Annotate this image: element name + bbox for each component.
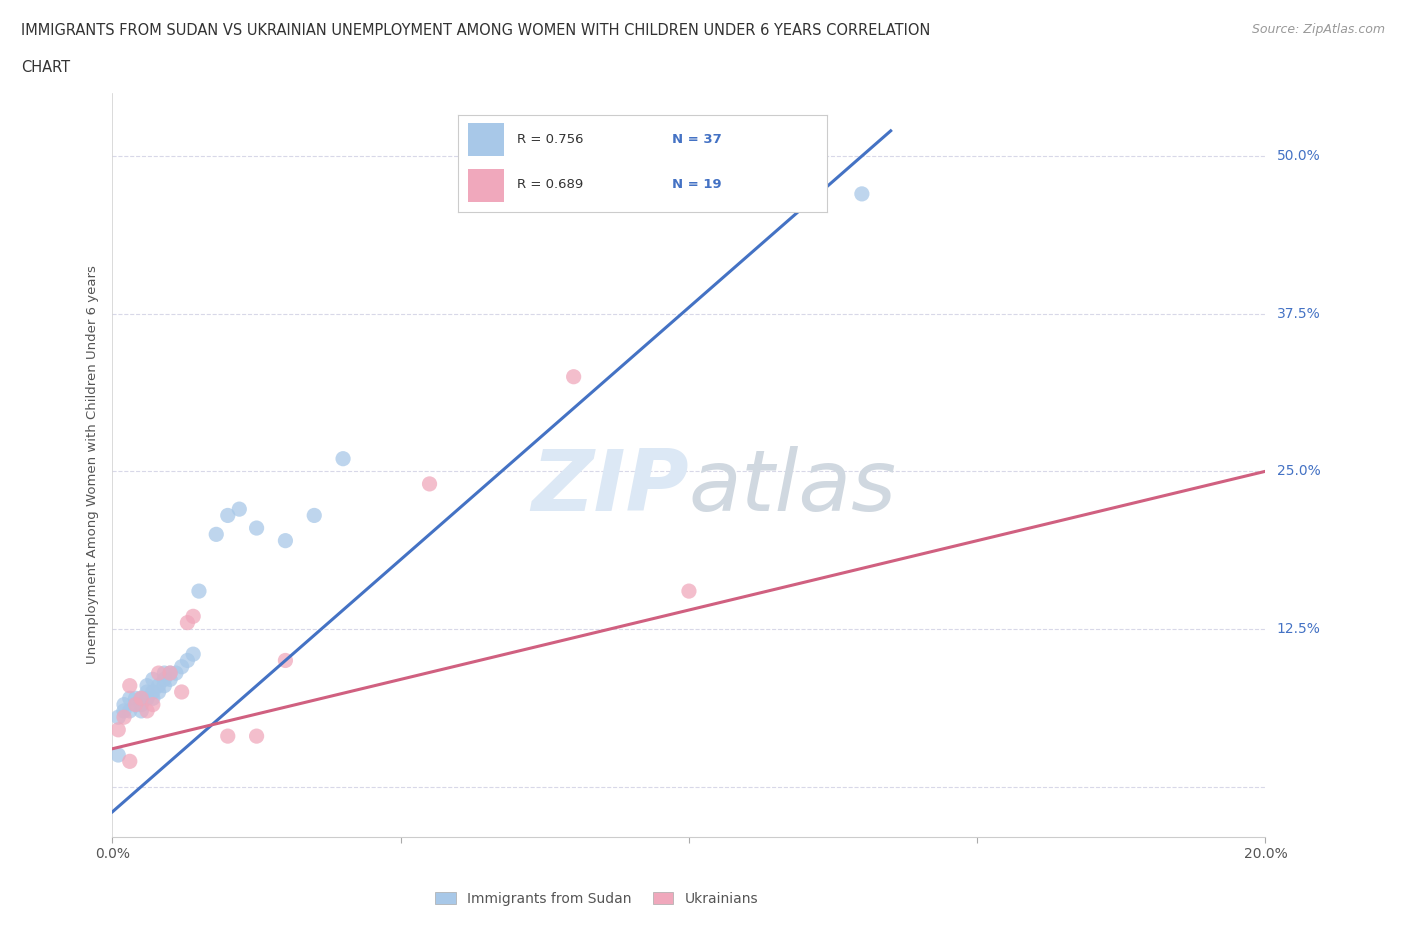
Point <box>153 672 176 687</box>
Point <box>142 698 165 712</box>
Text: 25.0%: 25.0% <box>1277 464 1320 478</box>
Point <box>165 666 187 681</box>
Text: CHART: CHART <box>21 60 70 75</box>
Point <box>112 703 135 718</box>
Point <box>107 710 129 724</box>
Point <box>332 451 354 466</box>
Legend: Immigrants from Sudan, Ukrainians: Immigrants from Sudan, Ukrainians <box>430 886 763 911</box>
Point <box>142 672 165 687</box>
Point <box>118 754 141 769</box>
Text: 12.5%: 12.5% <box>1277 622 1320 636</box>
Point <box>562 369 585 384</box>
Point <box>112 710 135 724</box>
Point <box>129 691 153 706</box>
Point <box>419 476 441 491</box>
Point <box>245 521 267 536</box>
Point <box>124 698 146 712</box>
Point <box>112 698 135 712</box>
Text: ZIP: ZIP <box>531 445 689 529</box>
Point <box>142 691 165 706</box>
Point <box>170 684 193 699</box>
Point <box>129 691 153 706</box>
Point <box>176 615 198 630</box>
Point <box>153 678 176 693</box>
Point <box>148 666 170 681</box>
Point <box>274 653 297 668</box>
Point <box>136 703 159 718</box>
Point <box>107 723 129 737</box>
Point <box>136 691 159 706</box>
Point <box>153 666 176 681</box>
Point <box>181 646 204 661</box>
Point <box>217 729 239 744</box>
Point <box>274 533 297 548</box>
Point <box>188 584 211 599</box>
Point <box>136 678 159 693</box>
Point <box>159 672 181 687</box>
Point <box>129 698 153 712</box>
Point <box>118 703 141 718</box>
Point <box>142 684 165 699</box>
Text: 50.0%: 50.0% <box>1277 149 1320 163</box>
Point <box>678 584 700 599</box>
Point <box>107 748 129 763</box>
Point <box>124 691 146 706</box>
Point <box>148 678 170 693</box>
Point <box>124 698 146 712</box>
Point <box>136 684 159 699</box>
Point <box>159 666 181 681</box>
Point <box>170 659 193 674</box>
Text: IMMIGRANTS FROM SUDAN VS UKRAINIAN UNEMPLOYMENT AMONG WOMEN WITH CHILDREN UNDER : IMMIGRANTS FROM SUDAN VS UKRAINIAN UNEMP… <box>21 23 931 38</box>
Point <box>228 501 250 516</box>
Point <box>118 691 141 706</box>
Point <box>205 527 228 542</box>
Point <box>181 609 204 624</box>
Point <box>118 678 141 693</box>
Point <box>159 666 181 681</box>
Point <box>851 186 873 201</box>
Y-axis label: Unemployment Among Women with Children Under 6 years: Unemployment Among Women with Children U… <box>86 266 100 664</box>
Point <box>217 508 239 523</box>
Text: Source: ZipAtlas.com: Source: ZipAtlas.com <box>1251 23 1385 36</box>
Point <box>129 703 153 718</box>
Text: 37.5%: 37.5% <box>1277 307 1320 321</box>
Point <box>245 729 267 744</box>
Point <box>148 684 170 699</box>
Point <box>304 508 326 523</box>
Point <box>176 653 198 668</box>
Text: atlas: atlas <box>689 445 897 529</box>
